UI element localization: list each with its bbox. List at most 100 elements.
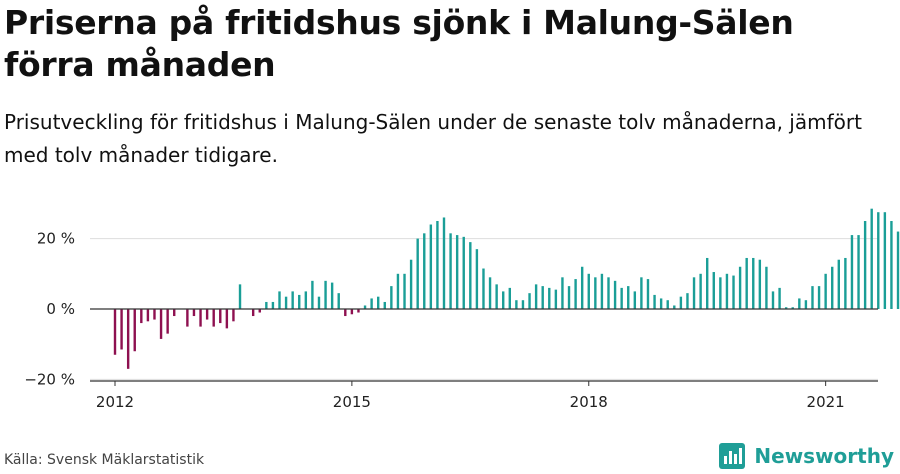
bar: [495, 284, 498, 309]
bar: [442, 217, 446, 309]
bar: [330, 282, 334, 309]
tick-labels: −20 %0 %20 %20122015201820212023−4 %: [24, 230, 845, 411]
bar: [765, 266, 768, 309]
bar: [219, 309, 222, 324]
bar: [126, 309, 130, 369]
bar: [370, 298, 373, 309]
bar: [337, 293, 340, 309]
bar: [357, 309, 360, 313]
bar: [554, 289, 558, 309]
bar: [377, 296, 380, 309]
bar: [199, 309, 202, 327]
bar: [640, 277, 643, 309]
bar: [817, 286, 821, 309]
newsworthy-logo-icon: [719, 443, 746, 469]
bar: [192, 309, 196, 317]
bar: [738, 266, 742, 309]
x-tick-label: 2021: [807, 393, 845, 411]
bar: [344, 309, 347, 317]
bar: [350, 309, 354, 315]
bar: [574, 279, 577, 309]
bar: [784, 307, 788, 309]
bar: [475, 249, 479, 309]
bar: [212, 309, 215, 327]
bar: [561, 277, 564, 309]
bar: [863, 221, 867, 309]
bar: [140, 309, 143, 324]
bar: [462, 236, 465, 309]
bar: [502, 291, 505, 309]
bar: [324, 280, 327, 309]
bar: [844, 257, 847, 309]
page-subtitle: Prisutveckling för fritidshus i Malung-S…: [4, 110, 862, 167]
bar: [673, 305, 676, 309]
bar: [423, 233, 426, 309]
x-tick-label: 2015: [333, 393, 371, 411]
bar: [548, 287, 551, 309]
bar: [265, 301, 268, 309]
bar: [528, 293, 531, 309]
bar: [232, 309, 235, 322]
bar: [600, 273, 604, 309]
bar: [534, 284, 538, 309]
bar: [186, 309, 189, 327]
bar: [396, 273, 400, 309]
bar: [883, 212, 887, 309]
bar: [521, 300, 525, 309]
bar: [429, 224, 433, 309]
bar: [416, 238, 419, 309]
bar: [120, 309, 123, 350]
bar: [567, 286, 571, 309]
bar: [633, 291, 637, 309]
grid-lines: [90, 238, 878, 380]
bar: [811, 286, 814, 309]
bar: [607, 277, 610, 309]
bar: [745, 257, 748, 309]
bar: [666, 300, 669, 309]
bars: [113, 208, 900, 369]
bar: [153, 309, 156, 320]
x-tick-label: 2018: [570, 393, 608, 411]
page-title: Priserna på fritidshus sjönk i Malung-Sä…: [4, 3, 794, 84]
bar: [113, 309, 117, 355]
bar: [304, 291, 308, 309]
bar: [870, 208, 873, 309]
bar: [515, 300, 518, 309]
bar: [390, 286, 393, 309]
bar: [613, 280, 617, 309]
bar: [659, 298, 663, 309]
bar: [449, 233, 452, 309]
bar: [778, 287, 781, 309]
bar: [804, 300, 808, 309]
bar: [146, 309, 150, 322]
bar: [824, 273, 827, 309]
bar: [692, 277, 696, 309]
bar: [436, 221, 439, 309]
x-tick-label: 2012: [96, 393, 134, 411]
bar: [850, 235, 854, 309]
source-note: Källa: Svensk Mäklarstatistik: [4, 452, 205, 468]
bar: [284, 296, 288, 309]
bar: [317, 296, 321, 309]
bar: [587, 273, 590, 309]
bar: [291, 291, 294, 309]
bar: [159, 309, 163, 339]
bar: [752, 257, 755, 309]
axes: [90, 308, 878, 386]
brand-name: Newsworthy: [754, 444, 894, 468]
bar: [363, 305, 367, 309]
bar: [455, 235, 459, 309]
bar: [238, 284, 242, 309]
bar: [205, 309, 209, 320]
bar: [719, 277, 722, 309]
bar: [166, 309, 169, 334]
bar: [383, 301, 386, 309]
bar: [469, 242, 472, 309]
bar: [699, 273, 702, 309]
bar: [278, 291, 281, 309]
bar: [620, 287, 623, 309]
bar: [837, 259, 840, 309]
bar-chart: −20 %0 %20 %20122015201820212023−4 %: [24, 208, 900, 411]
bar: [225, 309, 229, 329]
bar: [627, 286, 630, 309]
